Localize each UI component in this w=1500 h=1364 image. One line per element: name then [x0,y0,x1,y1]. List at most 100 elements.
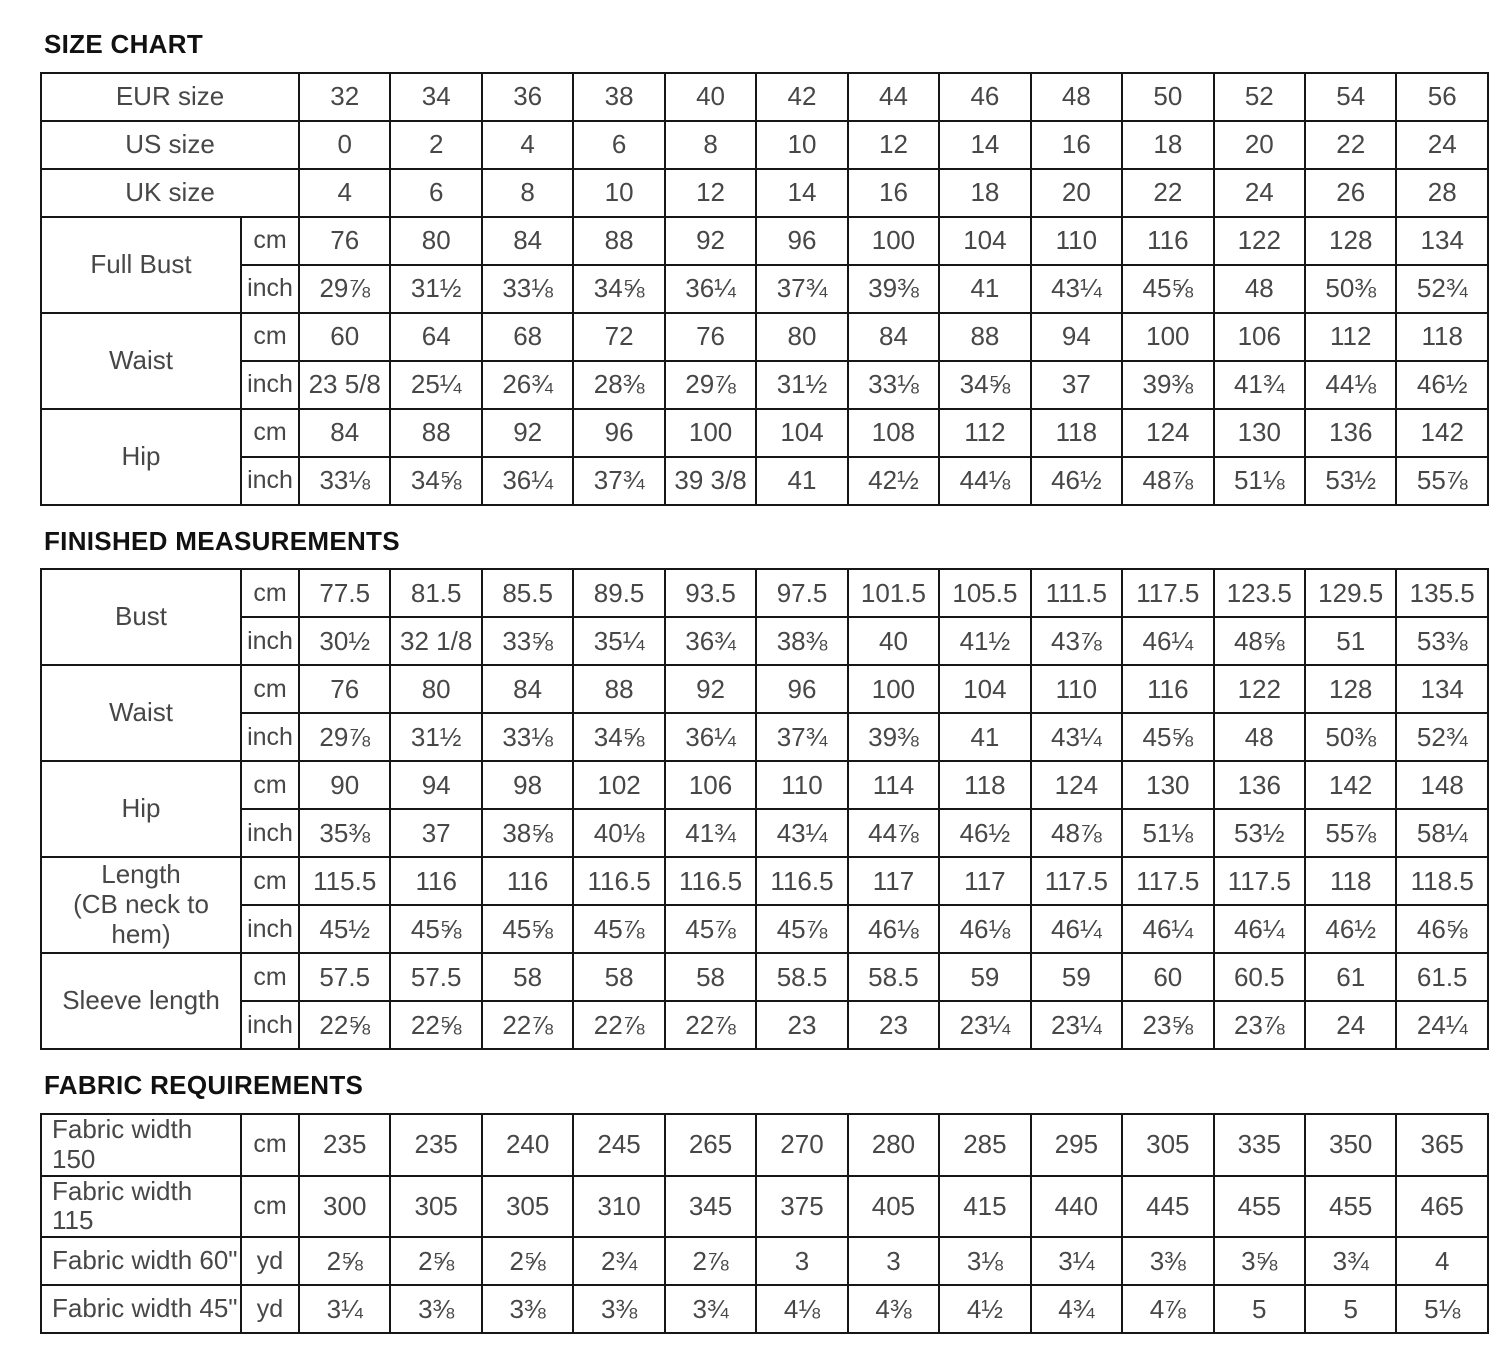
value-cell: 98 [480,760,575,811]
value-cell: 48⅞ [1121,455,1215,506]
value-cell: 84 [480,664,575,715]
value-cell: 58.5 [755,952,849,1003]
value-cell: 148 [1395,760,1489,811]
value-cell: 52¾ [1395,712,1489,763]
value-cell: 117.5 [1121,568,1215,619]
row-label: Fabric width 115 [40,1174,242,1239]
value-cell: 305 [480,1174,575,1239]
value-cell: 5 [1303,1284,1398,1335]
unit-label: yd [240,1236,300,1287]
value-cell: 280 [846,1112,941,1177]
value-cell: 130 [1121,760,1215,811]
value-cell: 135.5 [1395,568,1489,619]
value-cell: 110 [1029,664,1124,715]
value-cell: 36 [480,71,575,122]
value-cell: 20 [1212,119,1307,170]
value-cell: 57.5 [389,952,483,1003]
value-cell: 24 [1395,119,1489,170]
value-cell: 116 [480,856,575,907]
value-cell: 42½ [846,455,941,506]
value-cell: 41½ [938,616,1032,667]
value-cell: 440 [1029,1174,1124,1239]
value-cell: 46½ [1029,455,1124,506]
table-row: Fabric width 45" yd 3¼ 3⅜ 3⅜ 3⅜ 3¾ 4⅛ 4⅜ 4½ 4¾ 4⅞ 5 5… [40,1284,1489,1335]
value-cell: 94 [389,760,483,811]
section-size-chart: SIZE CHART EUR size 32 34 36 38 40 42 44 46 48 50 5… [39,29,1489,506]
unit-label: cm [240,952,300,1003]
value-cell: 270 [755,1112,849,1177]
value-cell: 32 1/8 [389,616,483,667]
value-cell: 445 [1121,1174,1215,1239]
value-cell: 36¾ [663,616,758,667]
value-cell: 41 [938,263,1032,314]
value-cell: 2¾ [572,1236,666,1287]
value-cell: 80 [389,215,483,266]
value-cell: 23⅞ [1212,1000,1306,1051]
value-cell: 117 [846,856,941,907]
value-cell: 18 [1121,119,1215,170]
value-cell: 100 [663,407,758,458]
value-cell: 33⅛ [846,359,941,410]
row-label: Hip [40,407,242,506]
value-cell: 116 [1121,215,1215,266]
value-cell: 5 [1212,1284,1306,1335]
value-cell: 265 [663,1112,758,1177]
value-cell: 23¼ [938,1000,1032,1051]
value-cell: 117.5 [1029,856,1124,907]
size-chart-title: SIZE CHART [44,29,203,59]
table-row: Waist cm 60 64 68 72 76 80 84 88 94 100 106 112 118 [40,311,1489,410]
row-label: EUR size [39,71,301,122]
row-label: UK size [39,167,301,218]
value-cell: 29⅞ [297,712,392,763]
value-cell: 59 [938,952,1032,1003]
value-cell: 123.5 [1212,568,1306,619]
size-chart-page: SIZE CHART EUR size 32 34 36 38 40 42 44 46 48 50 5… [39,29,1489,1335]
value-cell: 100 [846,664,941,715]
value-cell: 24 [1212,167,1307,218]
value-cell: 84 [846,311,941,362]
value-cell: 2⅝ [480,1236,575,1287]
value-cell: 48 [1029,71,1124,122]
value-cell: 43¼ [755,808,849,859]
value-cell: 45½ [297,904,392,955]
value-cell: 375 [755,1174,849,1239]
value-cell: 90 [297,760,392,811]
value-cell: 112 [938,407,1032,458]
value-cell: 96 [755,664,849,715]
table-row: Hip cm 84 88 92 96 100 104 108 112 118 124 130 136 142 [40,407,1489,506]
value-cell: 33⅛ [480,712,575,763]
value-cell: 58 [663,952,758,1003]
value-cell: 3⅛ [938,1236,1032,1287]
unit-label: cm [239,215,301,266]
value-cell: 104 [755,407,849,458]
value-cell: 142 [1395,407,1489,458]
value-cell: 25¼ [389,359,483,410]
value-cell: 116 [1121,664,1215,715]
row-label: Hip [40,760,242,859]
table-row: EUR size 32 34 36 38 40 42 44 46 48 50 52 54 56 [39,71,1489,122]
value-cell: 51 [1303,616,1398,667]
value-cell: 77.5 [297,568,392,619]
value-cell: 4 [1395,1236,1489,1287]
value-cell: 365 [1395,1112,1489,1177]
value-cell: 46¼ [1121,616,1215,667]
value-cell: 23⅝ [1121,1000,1215,1051]
value-cell: 112 [1303,311,1398,362]
value-cell: 26 [1303,167,1398,218]
value-cell: 38 [572,71,666,122]
value-cell: 36¼ [663,712,758,763]
value-cell: 44 [846,71,941,122]
value-cell: 18 [938,167,1032,218]
unit-label: inch [240,808,300,859]
value-cell: 235 [297,1112,392,1177]
value-cell: 33⅛ [298,455,392,506]
section-fabric-requirements: FABRIC REQUIREMENTS Fabric width 150 cm 23… [40,1071,1489,1335]
value-cell: 48⅞ [1029,808,1124,859]
value-cell: 23¼ [1029,1000,1124,1051]
table-row: inch 23 5/8 25¼ 26¾ 28⅜ 29⅞ 31½ 33⅛ 34⅝ 37 39⅜ 41¾ 4… [41,359,1489,410]
value-cell: 45⅝ [389,904,483,955]
value-cell: 46½ [1395,359,1489,410]
value-cell: 22 [1121,167,1215,218]
value-cell: 80 [755,311,849,362]
value-cell: 345 [663,1174,758,1239]
